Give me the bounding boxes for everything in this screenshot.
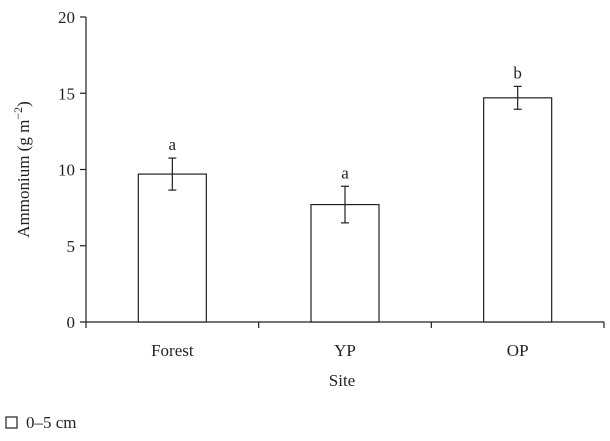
- legend: 0–5 cm: [5, 413, 77, 432]
- significance-letter: b: [513, 63, 522, 82]
- labels: Forest YP OP Site Ammonium (g m−2) a a b: [11, 63, 529, 390]
- legend-swatch: [5, 416, 18, 429]
- bar-op: [483, 97, 553, 323]
- y-tick-label: 0: [67, 313, 76, 332]
- legend-label: 0–5 cm: [26, 413, 77, 432]
- bar-forest: [137, 173, 207, 323]
- y-axis-title: Ammonium (g m−2): [11, 101, 33, 238]
- x-axis-title: Site: [329, 371, 355, 390]
- x-tick-label-op: OP: [507, 341, 529, 360]
- x-tick-label-forest: Forest: [151, 341, 194, 360]
- significance-letter: a: [341, 163, 349, 182]
- significance-letter: a: [169, 135, 177, 154]
- y-tick-label: 5: [67, 237, 76, 256]
- y-tick-label: 20: [58, 8, 75, 27]
- y-tick-label: 15: [58, 84, 75, 103]
- bar-yp: [310, 203, 380, 323]
- y-tick-label: 10: [58, 161, 75, 180]
- x-tick-label-yp: YP: [334, 341, 356, 360]
- bars: [137, 85, 553, 323]
